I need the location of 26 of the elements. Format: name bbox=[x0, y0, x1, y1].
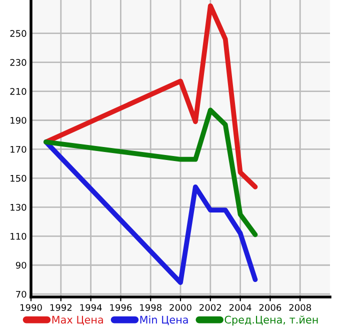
legend-label: Max Цена bbox=[52, 316, 103, 326]
x-tick-label: 2006 bbox=[259, 304, 282, 311]
x-tick-label: 1998 bbox=[140, 304, 162, 311]
x-tick-label: 1994 bbox=[80, 304, 102, 311]
y-tick-label: 230 bbox=[10, 59, 26, 66]
y-tick-label: 250 bbox=[10, 30, 26, 37]
x-tick-label: 2008 bbox=[289, 304, 311, 311]
y-tick-label: 90 bbox=[16, 262, 26, 269]
y-tick-label: 210 bbox=[10, 88, 26, 95]
y-tick-label: 150 bbox=[10, 174, 26, 182]
x-tick-label: 2004 bbox=[229, 304, 252, 311]
line-series bbox=[44, 3, 258, 190]
x-tick-label: 1996 bbox=[110, 304, 132, 311]
y-tick-label: 70 bbox=[16, 290, 26, 298]
line-series bbox=[44, 108, 258, 238]
y-tick-label: 110 bbox=[10, 232, 26, 240]
line-series bbox=[44, 140, 258, 285]
x-tick-label: 1992 bbox=[50, 304, 72, 311]
y-tick-label: 170 bbox=[10, 146, 26, 153]
x-tick-label: 2002 bbox=[200, 304, 221, 311]
x-tick-label: 1990 bbox=[20, 304, 42, 311]
y-tick-label: 130 bbox=[10, 204, 26, 211]
y-tick-label: 190 bbox=[10, 116, 26, 124]
legend-label: Min Цена bbox=[140, 316, 188, 326]
legend-label: Сред.Цена, т.йен bbox=[224, 316, 318, 326]
x-tick-label: 2000 bbox=[170, 304, 192, 311]
